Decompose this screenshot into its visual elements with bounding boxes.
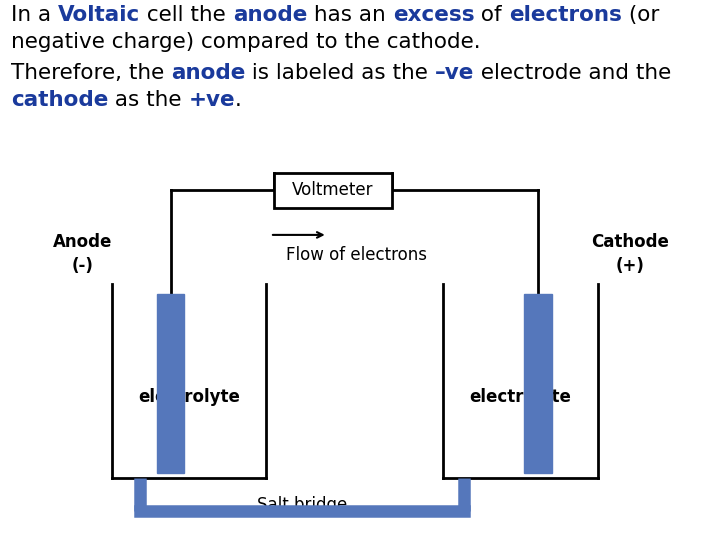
Text: –ve: –ve xyxy=(435,63,474,83)
Text: electrode and the: electrode and the xyxy=(474,63,672,83)
Text: anode: anode xyxy=(171,63,246,83)
Text: cathode: cathode xyxy=(11,90,108,110)
Text: Flow of electrons: Flow of electrons xyxy=(286,246,427,264)
Text: excess: excess xyxy=(392,5,474,25)
Text: (-): (-) xyxy=(72,258,94,275)
Text: Cathode: Cathode xyxy=(591,233,669,251)
Text: Salt bridge: Salt bridge xyxy=(257,496,348,514)
Bar xyxy=(274,173,392,208)
Text: electrolyte: electrolyte xyxy=(138,388,240,406)
Text: Voltaic: Voltaic xyxy=(58,5,140,25)
Text: +ve: +ve xyxy=(189,90,235,110)
Text: of: of xyxy=(474,5,509,25)
Text: negative charge) compared to the cathode.: negative charge) compared to the cathode… xyxy=(11,32,480,52)
Bar xyxy=(524,294,552,472)
Text: is labeled as the: is labeled as the xyxy=(246,63,435,83)
Text: Anode: Anode xyxy=(53,233,112,251)
Text: (+): (+) xyxy=(616,258,644,275)
Bar xyxy=(157,294,184,472)
Text: Voltmeter: Voltmeter xyxy=(292,181,374,199)
Text: In a: In a xyxy=(11,5,58,25)
Text: electrons: electrons xyxy=(509,5,621,25)
Text: has an: has an xyxy=(307,5,392,25)
Text: .: . xyxy=(235,90,242,110)
Text: electrolyte: electrolyte xyxy=(469,388,572,406)
Text: (or: (or xyxy=(621,5,659,25)
Text: anode: anode xyxy=(233,5,307,25)
Text: cell the: cell the xyxy=(140,5,233,25)
Text: Therefore, the: Therefore, the xyxy=(11,63,171,83)
Text: as the: as the xyxy=(108,90,189,110)
